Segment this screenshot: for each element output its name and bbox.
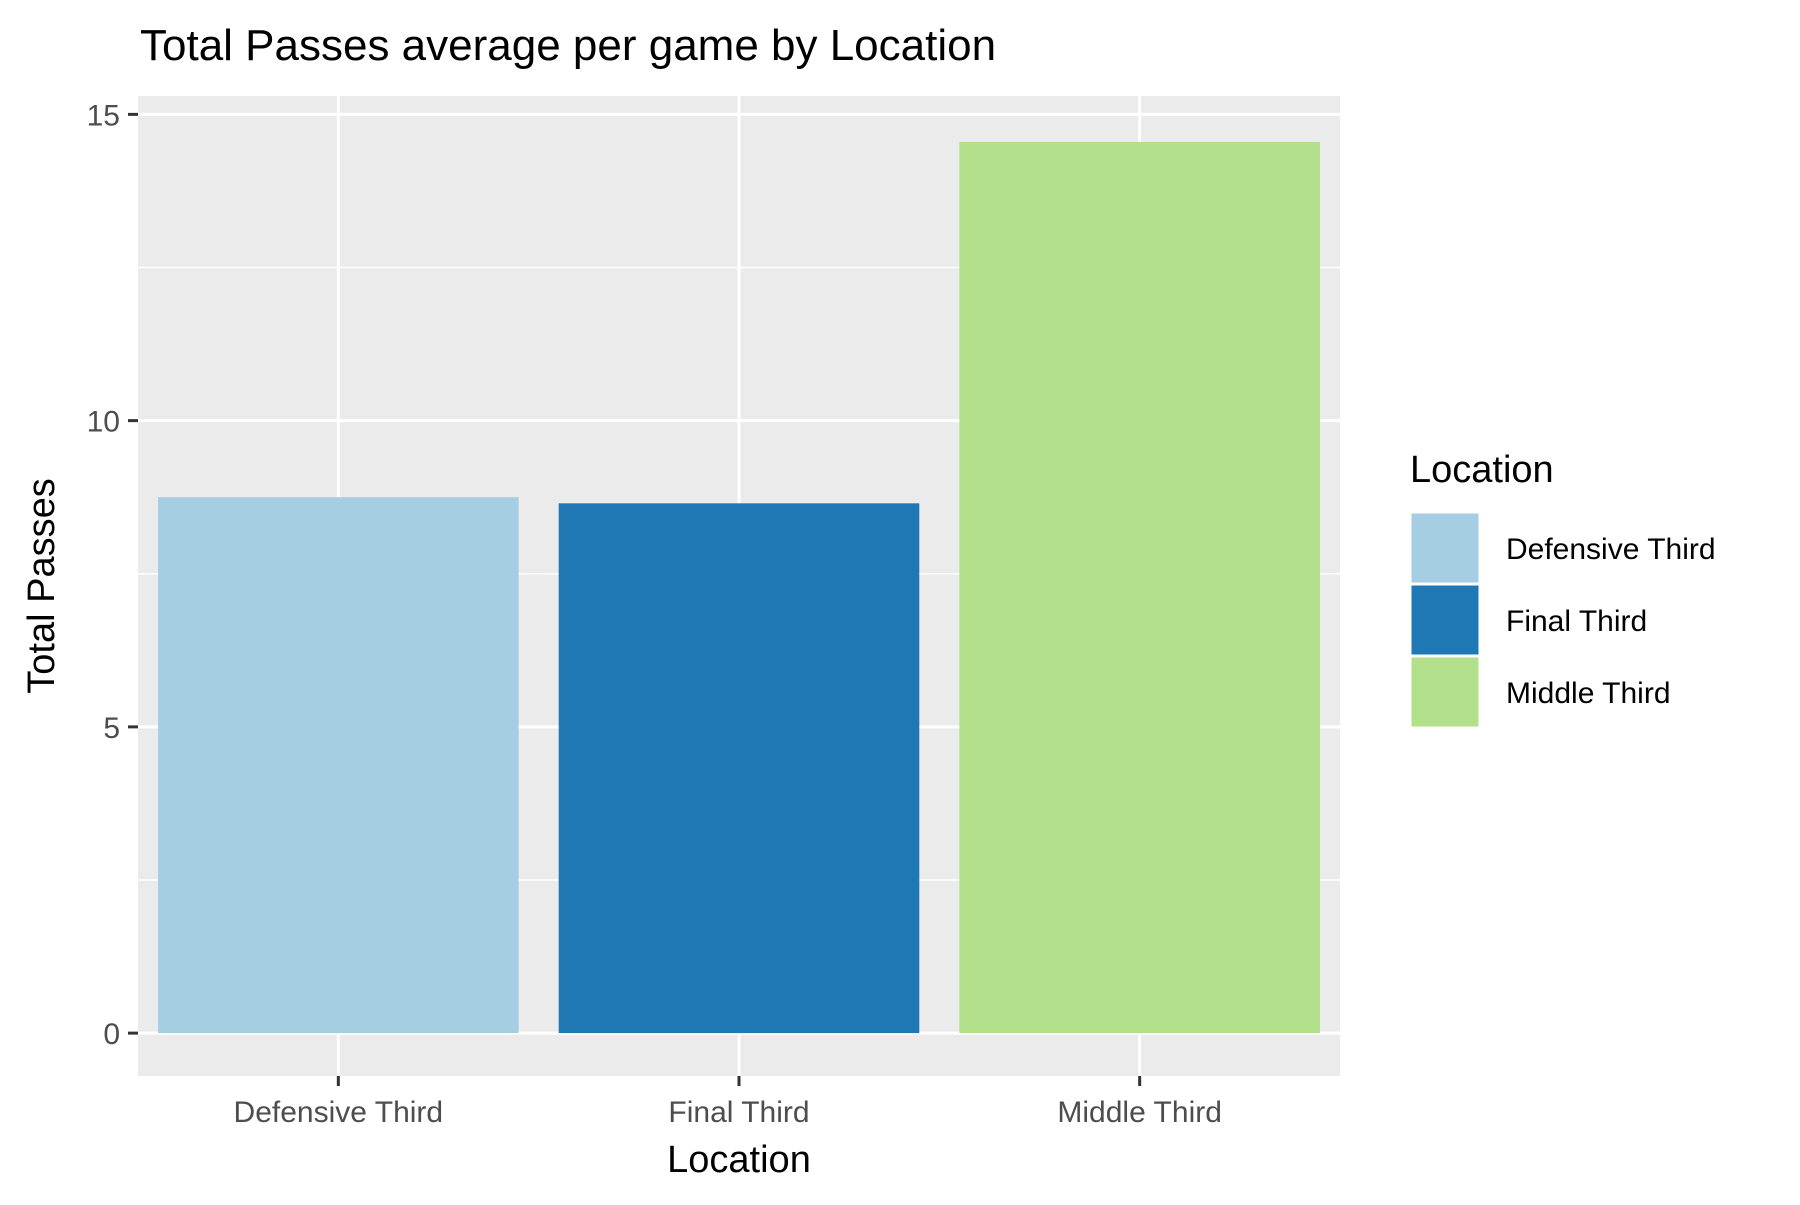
- legend-key: [1408, 582, 1482, 658]
- legend-key: [1408, 654, 1482, 730]
- y-axis: 0 5 10 15: [87, 99, 138, 1051]
- x-axis: Defensive Third Final Third Middle Third: [234, 1076, 1222, 1129]
- legend-label: Defensive Third: [1506, 533, 1716, 566]
- y-axis-title: Total Passes: [21, 478, 63, 693]
- y-tick-label: 15: [87, 99, 120, 132]
- legend-items: Defensive Third Final Third Middle Third: [1408, 510, 1716, 730]
- bars-group: [158, 141, 1320, 1034]
- x-axis-title: Location: [667, 1139, 811, 1181]
- bar-final-third: [558, 503, 920, 1034]
- y-tick-label: 0: [103, 1018, 120, 1051]
- y-tick-label: 10: [87, 406, 120, 439]
- bar-middle-third: [959, 141, 1320, 1034]
- legend: Location Defensive Third Final Third Middl…: [1408, 449, 1716, 730]
- x-tick-label: Defensive Third: [234, 1096, 444, 1129]
- legend-label: Middle Third: [1506, 677, 1671, 710]
- y-tick-label: 5: [103, 712, 120, 745]
- x-tick-label: Middle Third: [1057, 1096, 1222, 1129]
- legend-title: Location: [1410, 449, 1554, 491]
- legend-label: Final Third: [1506, 605, 1647, 638]
- bar-defensive-third: [158, 497, 519, 1034]
- chart-title: Total Passes average per game by Locatio…: [140, 21, 996, 70]
- x-tick-label: Final Third: [668, 1096, 809, 1129]
- legend-key: [1408, 510, 1482, 586]
